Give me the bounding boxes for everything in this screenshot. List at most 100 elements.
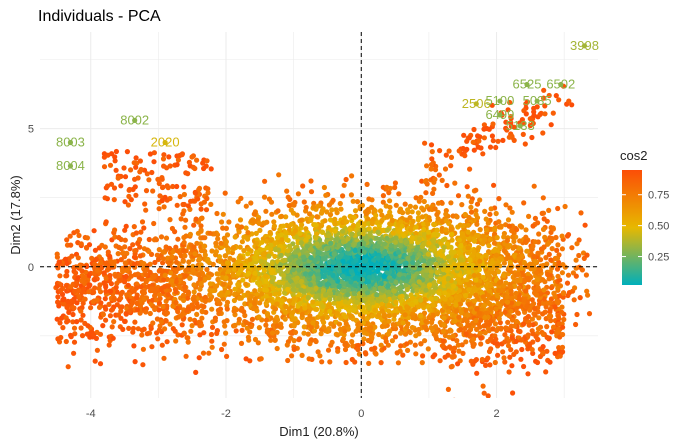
scatter-point	[467, 293, 473, 299]
scatter-point	[266, 253, 272, 259]
scatter-point	[468, 209, 475, 215]
scatter-point	[332, 216, 338, 222]
scatter-point	[400, 210, 406, 216]
scatter-point	[299, 311, 305, 317]
scatter-point	[338, 252, 345, 258]
scatter-point	[376, 331, 382, 338]
scatter-point	[333, 331, 339, 337]
scatter-point	[397, 285, 403, 291]
scatter-point	[226, 219, 232, 225]
scatter-point	[232, 286, 238, 292]
scatter-point	[233, 328, 239, 334]
scatter-point	[577, 295, 583, 301]
scatter-point	[412, 307, 418, 313]
scatter-point	[307, 211, 313, 217]
scatter-point	[509, 228, 515, 234]
scatter-point	[251, 211, 257, 217]
scatter-point	[524, 248, 530, 254]
scatter-point	[400, 320, 406, 326]
scatter-point	[383, 297, 389, 303]
scatter-point	[418, 313, 424, 319]
scatter-point	[330, 197, 336, 203]
scatter-point	[367, 232, 373, 238]
scatter-point	[226, 249, 232, 255]
scatter-point	[267, 229, 273, 236]
scatter-point	[362, 284, 368, 290]
scatter-point	[253, 230, 259, 236]
scatter-point	[421, 221, 427, 227]
scatter-point	[288, 330, 294, 336]
scatter-point	[169, 253, 175, 260]
scatter-point	[323, 192, 329, 198]
scatter-point	[244, 325, 250, 331]
scatter-point	[319, 359, 325, 365]
scatter-point	[357, 323, 363, 329]
scatter-point	[213, 283, 219, 290]
scatter-point	[349, 313, 355, 319]
scatter-point	[395, 360, 401, 366]
scatter-point	[158, 234, 165, 240]
scatter-point	[387, 204, 393, 210]
scatter-point	[333, 237, 339, 243]
scatter-point	[370, 313, 376, 319]
scatter-point	[291, 296, 297, 302]
scatter-point	[423, 287, 429, 293]
scatter-point	[271, 275, 277, 281]
scatter-point	[386, 190, 392, 196]
scatter-point	[375, 268, 381, 274]
scatter-point	[576, 252, 582, 259]
scatter-point	[366, 327, 372, 333]
scatter-point	[359, 202, 365, 208]
scatter-point	[71, 325, 78, 331]
scatter-point	[91, 228, 97, 234]
scatter-point	[207, 292, 213, 298]
scatter-point	[375, 229, 381, 235]
scatter-point	[210, 261, 216, 267]
scatter-point	[189, 323, 195, 329]
scatter-point	[423, 318, 429, 324]
scatter-point	[419, 360, 425, 366]
scatter-point	[175, 332, 181, 338]
scatter-point	[262, 178, 268, 184]
scatter-point	[299, 222, 305, 228]
scatter-point	[140, 346, 146, 352]
scatter-point	[306, 356, 312, 362]
scatter-point	[330, 279, 336, 285]
scatter-point	[391, 288, 397, 294]
scatter-point	[406, 247, 412, 253]
scatter-point	[321, 274, 327, 280]
scatter-point	[180, 258, 186, 264]
scatter-point	[403, 239, 409, 245]
scatter-point	[283, 230, 289, 236]
scatter-point	[329, 207, 335, 213]
scatter-point	[348, 279, 354, 285]
scatter-point	[209, 324, 216, 330]
scatter-point	[270, 285, 276, 291]
scatter-point	[300, 183, 306, 189]
scatter-point	[252, 270, 258, 276]
scatter-point	[328, 240, 334, 246]
scatter-point	[450, 213, 456, 219]
scatter-point	[343, 176, 349, 183]
scatter-point	[254, 240, 260, 246]
scatter-point	[443, 218, 449, 224]
scatter-point	[345, 236, 351, 242]
scatter-point	[232, 322, 238, 328]
scatter-point	[286, 243, 293, 249]
scatter-point	[55, 294, 61, 300]
scatter-point	[71, 350, 77, 356]
scatter-point	[496, 196, 502, 202]
scatter-point	[559, 270, 566, 276]
scatter-point	[215, 307, 221, 313]
scatter-point	[146, 236, 152, 243]
scatter-point	[321, 324, 327, 330]
scatter-point	[418, 341, 424, 347]
scatter-point	[185, 339, 191, 345]
scatter-point	[303, 226, 309, 232]
scatter-point	[343, 321, 349, 327]
scatter-point	[323, 314, 330, 320]
scatter-point	[241, 248, 247, 254]
scatter-point	[468, 199, 474, 205]
scatter-point	[434, 329, 440, 335]
scatter-point	[336, 296, 342, 302]
